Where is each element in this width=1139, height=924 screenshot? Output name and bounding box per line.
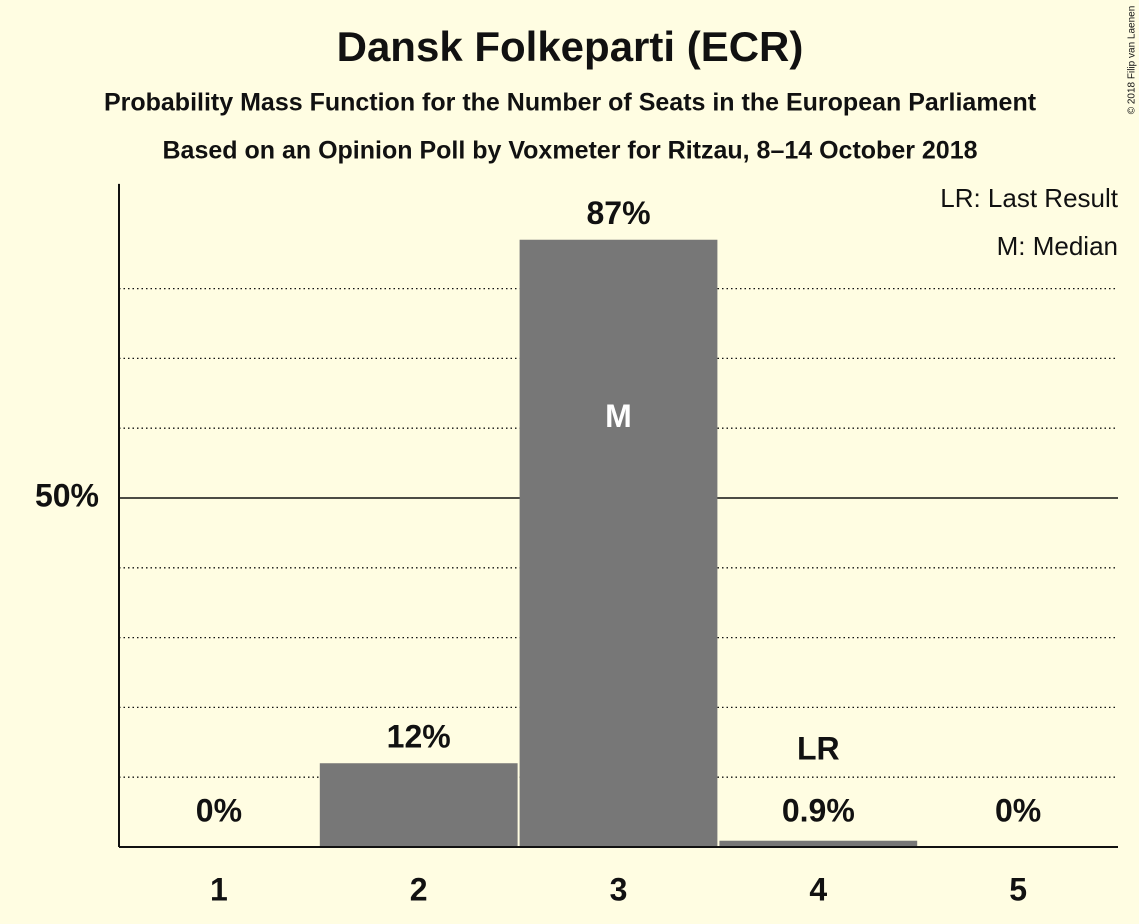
x-tick-label: 4 <box>809 871 827 907</box>
x-tick-label: 2 <box>410 871 428 907</box>
chart-subtitle: Probability Mass Function for the Number… <box>104 89 1037 117</box>
annotation: M <box>605 398 632 434</box>
value-label: 0.9% <box>782 792 855 828</box>
y-tick-label: 50% <box>35 477 99 513</box>
copyright: © 2018 Filip van Laenen <box>1127 6 1138 115</box>
legend-note: M: Median <box>997 231 1118 261</box>
x-tick-label: 3 <box>610 871 628 907</box>
value-label: 0% <box>196 792 242 828</box>
annotation: LR <box>797 730 840 766</box>
x-tick-label: 1 <box>210 871 228 907</box>
value-label: 12% <box>387 719 451 755</box>
bar <box>519 239 718 848</box>
chart-title: Dansk Folkeparti (ECR) <box>337 23 804 70</box>
bar <box>319 763 518 847</box>
chart-subtitle: Based on an Opinion Poll by Voxmeter for… <box>162 137 977 165</box>
value-label: 0% <box>995 792 1041 828</box>
legend-note: LR: Last Result <box>940 183 1119 213</box>
x-tick-label: 5 <box>1009 871 1027 907</box>
bar <box>719 840 918 847</box>
value-label: 87% <box>586 195 650 231</box>
